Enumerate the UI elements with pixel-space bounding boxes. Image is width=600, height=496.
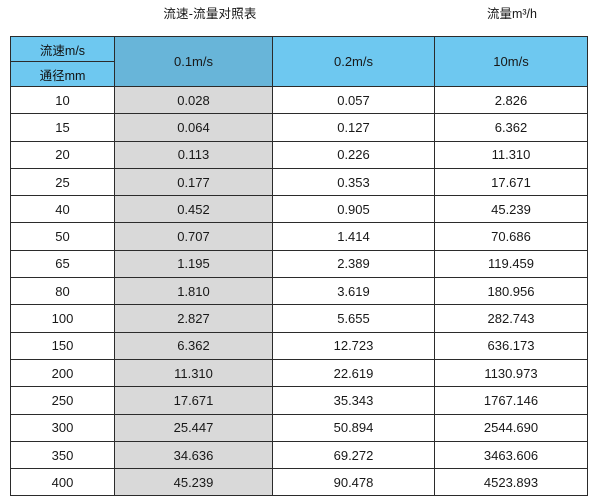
- cell-flow-0-1: 1.810: [114, 277, 273, 306]
- cell-flow-10: 1767.146: [434, 386, 588, 415]
- header-velocity-0-1: 0.1m/s: [114, 36, 273, 87]
- cell-flow-0-2: 0.353: [272, 167, 435, 197]
- cell-diameter: 300: [10, 413, 115, 442]
- cell-flow-0-1: 45.239: [114, 468, 273, 496]
- cell-diameter: 15: [10, 113, 115, 142]
- table-row: 300 25.447 50.894 2544.690: [10, 413, 588, 442]
- table-row: 10 0.028 0.057 2.826: [10, 85, 588, 115]
- table-row: 50 0.707 1.414 70.686: [10, 222, 588, 251]
- table-row: 20 0.113 0.226 11.310: [10, 140, 588, 169]
- cell-flow-0-1: 34.636: [114, 440, 273, 470]
- cell-diameter: 150: [10, 331, 115, 360]
- cell-flow-0-2: 2.389: [272, 249, 435, 279]
- cell-flow-0-2: 0.127: [272, 113, 435, 142]
- cell-flow-0-2: 22.619: [272, 358, 435, 388]
- cell-diameter: 40: [10, 195, 115, 224]
- table-row: 80 1.810 3.619 180.956: [10, 277, 588, 306]
- cell-diameter: 400: [10, 468, 115, 496]
- cell-flow-10: 636.173: [434, 331, 588, 360]
- table-row: 400 45.239 90.478 4523.893: [10, 468, 588, 496]
- table-row: 40 0.452 0.905 45.239: [10, 195, 588, 224]
- cell-flow-0-1: 0.113: [114, 140, 273, 169]
- cell-diameter: 100: [10, 304, 115, 333]
- cell-flow-10: 6.362: [434, 113, 588, 142]
- header-row: 流速m/s 通径mm 0.1m/s 0.2m/s 10m/s: [10, 36, 588, 87]
- cell-flow-0-2: 90.478: [272, 468, 435, 496]
- cell-flow-0-1: 0.452: [114, 195, 273, 224]
- cell-flow-0-1: 6.362: [114, 331, 273, 360]
- cell-flow-0-2: 0.905: [272, 195, 435, 224]
- cell-diameter: 25: [10, 167, 115, 197]
- cell-flow-10: 180.956: [434, 277, 588, 306]
- cell-flow-10: 11.310: [434, 140, 588, 169]
- cell-diameter: 250: [10, 386, 115, 415]
- table-row: 25 0.177 0.353 17.671: [10, 167, 588, 197]
- cell-flow-0-2: 12.723: [272, 331, 435, 360]
- header-velocity-0-2: 0.2m/s: [272, 36, 435, 87]
- cell-diameter: 65: [10, 249, 115, 279]
- caption-row: 流速-流量对照表 流量m³/h: [0, 0, 600, 31]
- cell-diameter: 350: [10, 440, 115, 470]
- cell-flow-0-1: 17.671: [114, 386, 273, 415]
- table-body: 10 0.028 0.057 2.826 15 0.064 0.127 6.362 20 0.11…: [10, 85, 588, 496]
- cell-flow-0-2: 1.414: [272, 222, 435, 251]
- corner-velocity-label: 流速m/s: [11, 37, 114, 62]
- table-row: 200 11.310 22.619 1130.973: [10, 358, 588, 388]
- cell-flow-0-2: 3.619: [272, 277, 435, 306]
- cell-flow-10: 1130.973: [434, 358, 588, 388]
- cell-diameter: 50: [10, 222, 115, 251]
- cell-flow-10: 17.671: [434, 167, 588, 197]
- cell-flow-10: 282.743: [434, 304, 588, 333]
- table-row: 100 2.827 5.655 282.743: [10, 304, 588, 333]
- cell-flow-0-1: 2.827: [114, 304, 273, 333]
- cell-flow-10: 45.239: [434, 195, 588, 224]
- cell-flow-0-1: 0.177: [114, 167, 273, 197]
- flow-velocity-table: 流速m/s 通径mm 0.1m/s 0.2m/s 10m/s 10 0.028 0.…: [10, 36, 588, 496]
- cell-flow-0-2: 5.655: [272, 304, 435, 333]
- cell-flow-0-1: 11.310: [114, 358, 273, 388]
- cell-flow-0-1: 25.447: [114, 413, 273, 442]
- table-row: 150 6.362 12.723 636.173: [10, 331, 588, 360]
- corner-stack: 流速m/s 通径mm: [11, 37, 114, 86]
- cell-diameter: 10: [10, 85, 115, 115]
- cell-diameter: 20: [10, 140, 115, 169]
- header-velocity-10: 10m/s: [434, 36, 588, 87]
- cell-flow-10: 119.459: [434, 249, 588, 279]
- cell-flow-0-2: 69.272: [272, 440, 435, 470]
- corner-diameter-label: 通径mm: [11, 62, 114, 86]
- cell-flow-10: 2.826: [434, 85, 588, 115]
- cell-flow-0-1: 0.064: [114, 113, 273, 142]
- cell-flow-0-1: 0.707: [114, 222, 273, 251]
- table-row: 250 17.671 35.343 1767.146: [10, 386, 588, 415]
- cell-diameter: 80: [10, 277, 115, 306]
- cell-flow-0-2: 50.894: [272, 413, 435, 442]
- cell-flow-10: 3463.606: [434, 440, 588, 470]
- cell-flow-10: 70.686: [434, 222, 588, 251]
- table-row: 350 34.636 69.272 3463.606: [10, 440, 588, 470]
- cell-flow-0-2: 35.343: [272, 386, 435, 415]
- flow-unit-label: 流量m³/h: [486, 7, 537, 21]
- cell-flow-10: 4523.893: [434, 468, 588, 496]
- cell-flow-0-1: 1.195: [114, 249, 273, 279]
- cell-flow-0-2: 0.226: [272, 140, 435, 169]
- cell-diameter: 200: [10, 358, 115, 388]
- table-row: 65 1.195 2.389 119.459: [10, 249, 588, 279]
- page-title: 流速-流量对照表: [163, 7, 257, 21]
- table-header: 流速m/s 通径mm 0.1m/s 0.2m/s 10m/s: [10, 36, 588, 87]
- cell-flow-0-2: 0.057: [272, 85, 435, 115]
- table-row: 15 0.064 0.127 6.362: [10, 113, 588, 142]
- cell-flow-0-1: 0.028: [114, 85, 273, 115]
- header-corner-cell: 流速m/s 通径mm: [10, 36, 115, 87]
- flow-velocity-table-wrapper: 流速m/s 通径mm 0.1m/s 0.2m/s 10m/s 10 0.028 0.…: [10, 36, 588, 496]
- cell-flow-10: 2544.690: [434, 413, 588, 442]
